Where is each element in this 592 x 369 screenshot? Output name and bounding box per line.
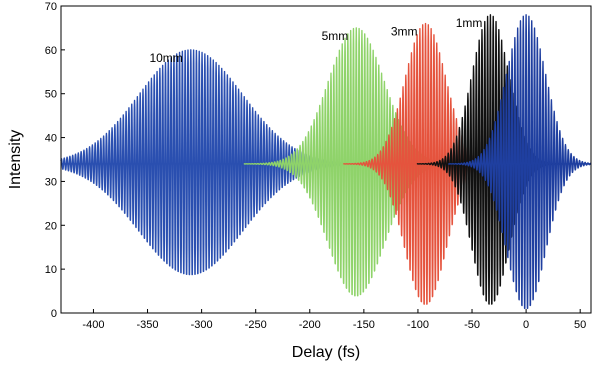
y-tick-label: 50: [45, 89, 57, 101]
series-layer: [60, 14, 592, 310]
series-label-1mm: 1mm: [456, 16, 483, 30]
x-tick-label: -300: [191, 319, 213, 331]
x-tick-label: 50: [574, 319, 586, 331]
series-label-5mm: 5mm: [322, 29, 349, 43]
tick-layer: -400 -350 -300 -250 -200 -150 -100 -50 0 50 0 10 20 3…: [45, 1, 587, 331]
x-tick-label: -150: [353, 319, 375, 331]
y-tick-label: 40: [45, 133, 57, 145]
x-axis-title: Delay (fs): [292, 344, 360, 361]
series-label-3mm: 3mm: [391, 25, 418, 39]
x-tick-label: -50: [464, 319, 480, 331]
x-tick-label: 0: [523, 319, 529, 331]
x-tick-label: -100: [407, 319, 429, 331]
series-line-0mm: [447, 14, 592, 310]
y-tick-label: 10: [45, 264, 57, 276]
y-axis-title: Intensity: [7, 130, 24, 190]
x-tick-label: -200: [299, 319, 321, 331]
y-tick-label: 60: [45, 45, 57, 57]
plot-frame: [60, 5, 592, 314]
x-tick-label: -400: [82, 319, 104, 331]
label-layer: 10mm 5mm 3mm 1mm: [149, 16, 482, 65]
x-tick-label: -250: [245, 319, 267, 331]
y-tick-label: 0: [51, 308, 57, 320]
x-tick-label: -350: [137, 319, 159, 331]
y-tick-label: 70: [45, 1, 57, 13]
y-tick-label: 20: [45, 220, 57, 232]
y-tick-label: 30: [45, 176, 57, 188]
series-label-10mm: 10mm: [149, 51, 182, 65]
